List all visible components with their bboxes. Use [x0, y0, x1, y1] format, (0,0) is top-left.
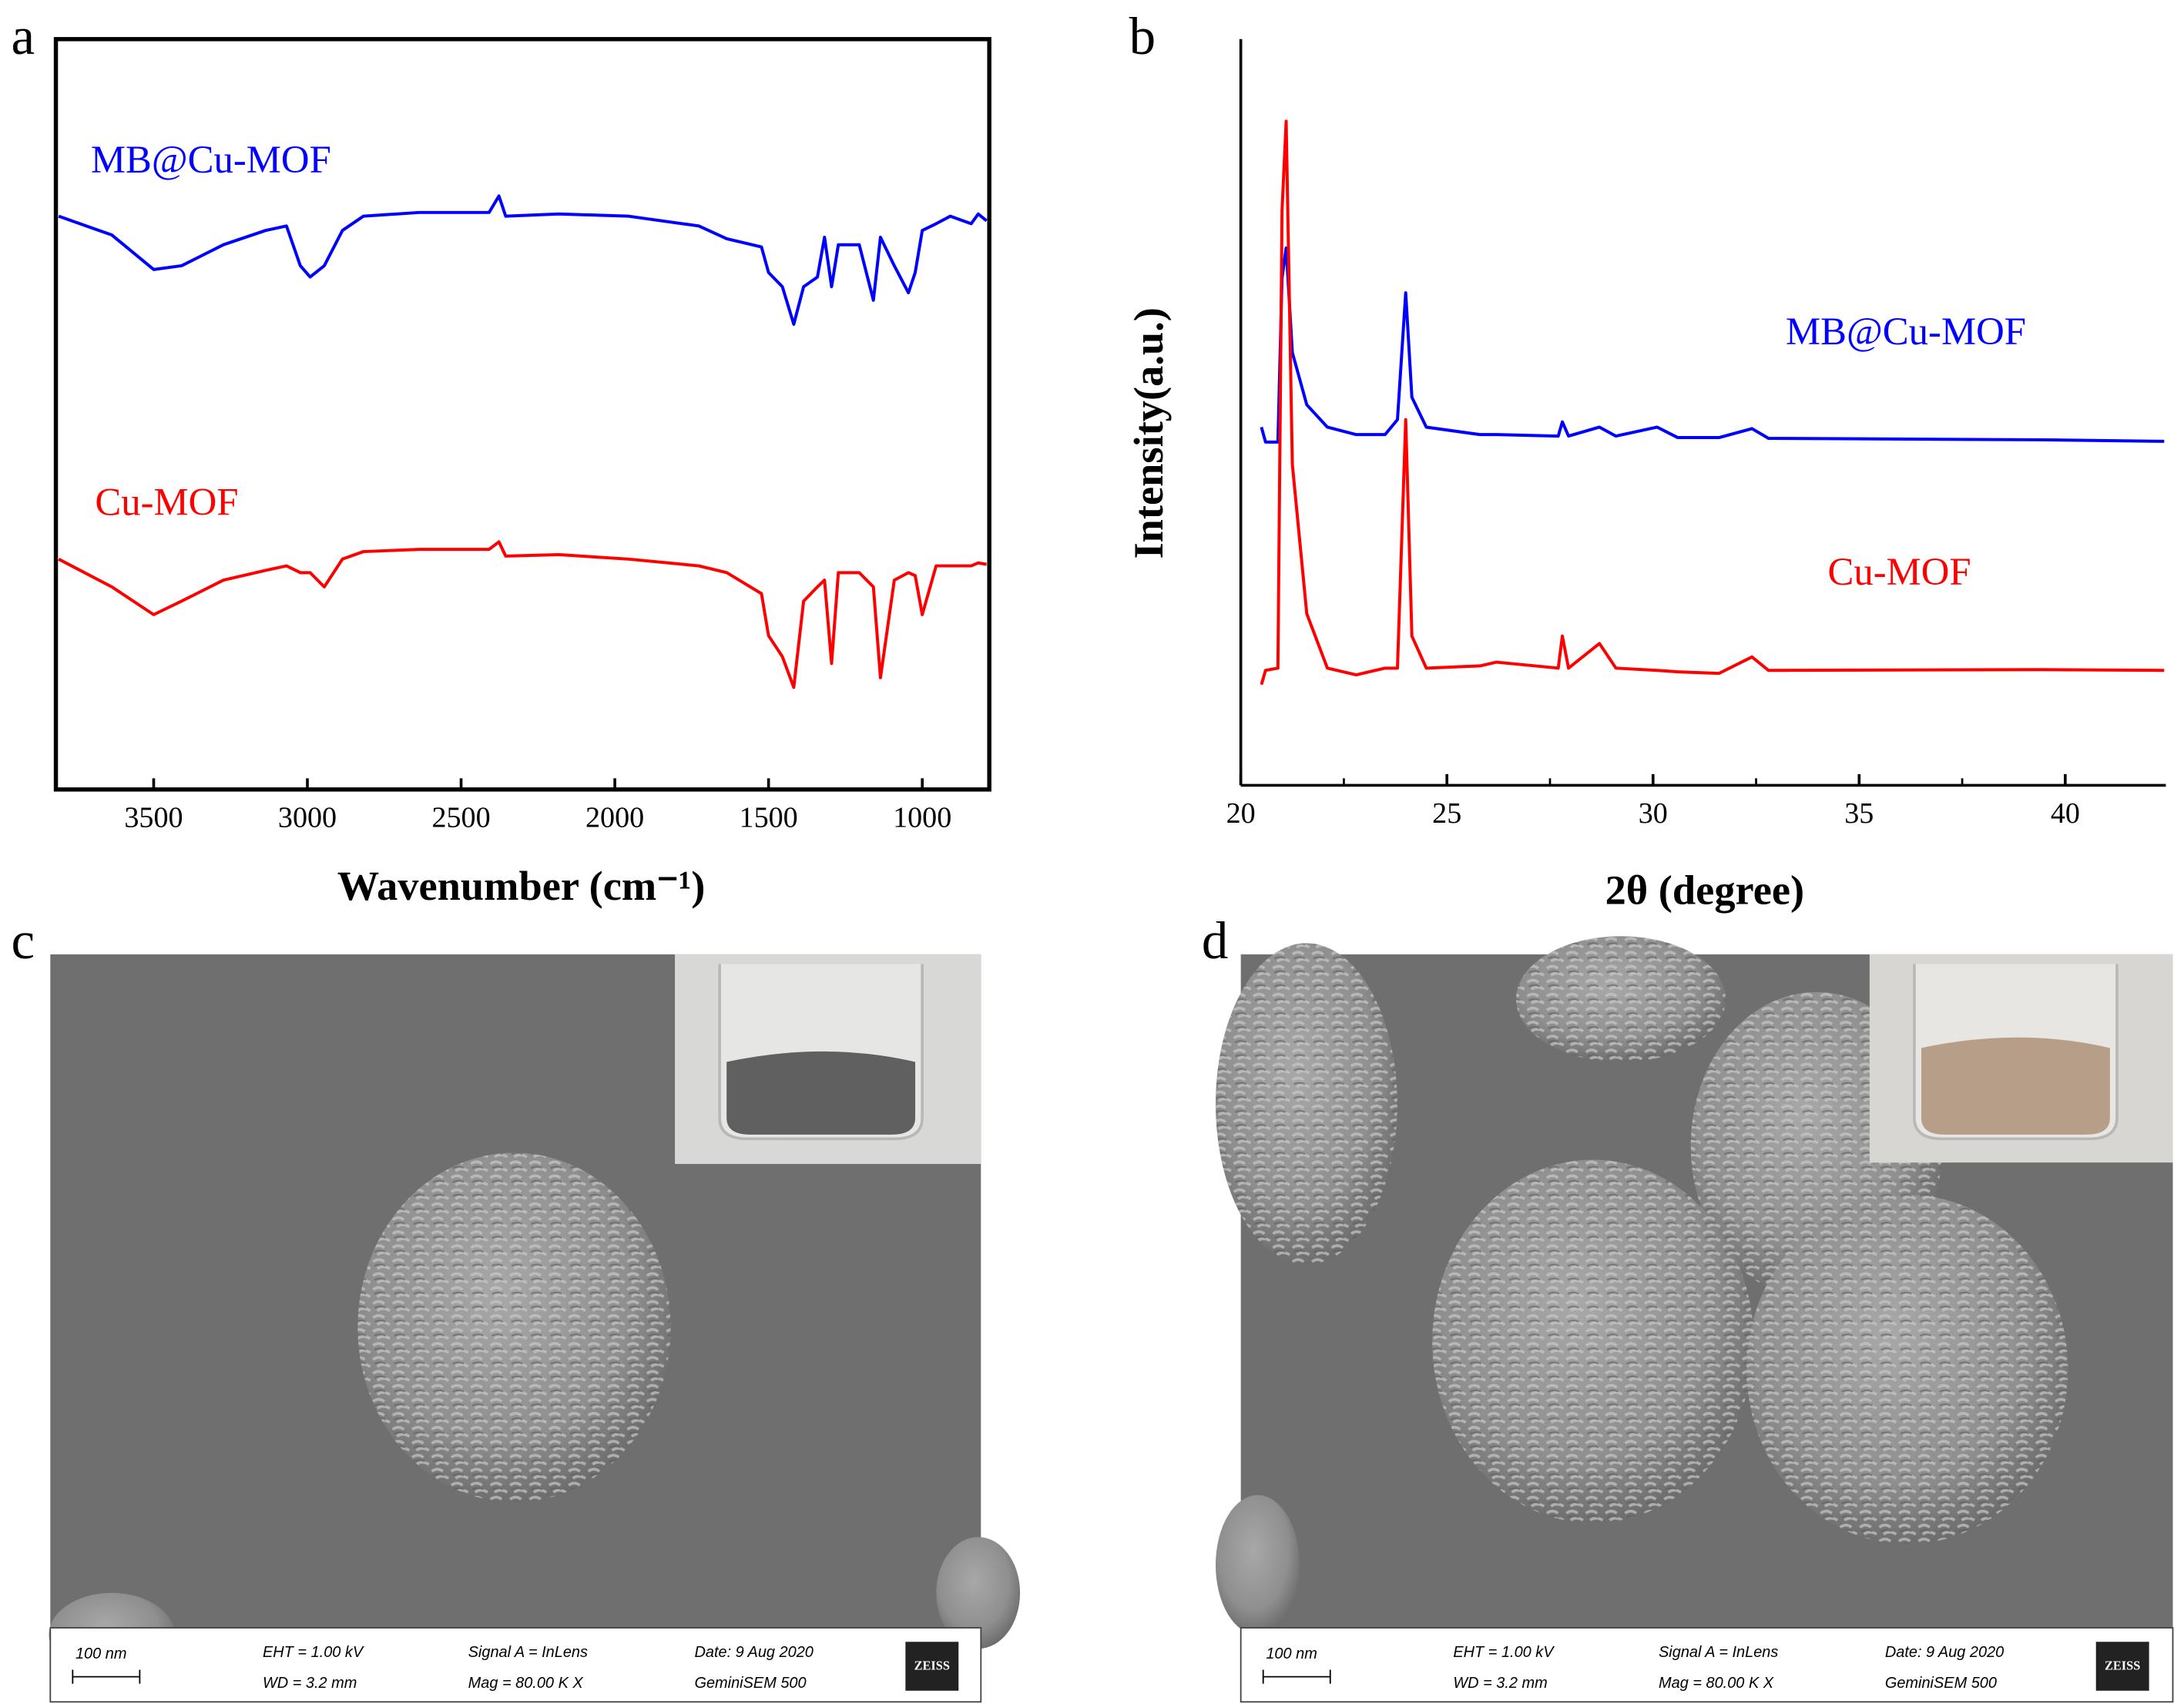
series-line [58, 540, 987, 689]
y-axis-label: Intensity(a.u.) [1126, 307, 1172, 558]
x-tick-label: 2500 [431, 801, 490, 834]
sem-info: EHT = 1.00 kV [1453, 1644, 1555, 1661]
series-line [58, 194, 988, 326]
x-tick-label: 1000 [893, 801, 951, 834]
sem-info: GeminiSEM 500 [1885, 1675, 1997, 1692]
plot-frame [53, 37, 991, 792]
series-label: Cu-MOF [95, 480, 238, 523]
panel-label: c [12, 911, 35, 970]
x-tick-label: 20 [1226, 797, 1256, 830]
sem-info: GeminiSEM 500 [694, 1675, 806, 1692]
x-tick-label: 3000 [278, 801, 337, 834]
sem-info: Signal A = InLens [468, 1644, 588, 1661]
x-tick-label: 1500 [740, 801, 798, 834]
sem-info: WD = 3.2 mm [1453, 1675, 1547, 1692]
x-axis-label: Wavenumber (cm⁻¹) [337, 863, 706, 909]
scale-bar-label: 100 nm [75, 1645, 127, 1662]
sem-info: Mag = 80.00 K X [468, 1675, 584, 1692]
series-line [1260, 247, 2165, 444]
sem-info: WD = 3.2 mm [263, 1675, 357, 1692]
x-tick-label: 25 [1432, 797, 1461, 830]
x-tick-label: 30 [1639, 797, 1668, 830]
scale-bar-label: 100 nm [1266, 1645, 1317, 1662]
sem-info: Date: 9 Aug 2020 [694, 1644, 813, 1661]
x-tick-label: 2000 [585, 801, 644, 834]
sem-image-d [1216, 936, 2174, 1703]
panel-label: b [1129, 7, 1156, 65]
series-label: Cu-MOF [1827, 550, 1971, 593]
sem-info: Mag = 80.00 K X [1659, 1675, 1774, 1692]
logo: ZEISS [2105, 1659, 2140, 1673]
x-axis-label: 2θ (degree) [1605, 867, 1805, 913]
logo: ZEISS [914, 1659, 950, 1673]
series-label: MB@Cu-MOF [91, 138, 331, 181]
x-tick-label: 3500 [124, 801, 183, 834]
sem-info: Signal A = InLens [1659, 1644, 1778, 1661]
sem-image-c [49, 954, 1021, 1703]
panel-label: a [12, 7, 35, 65]
series-label: MB@Cu-MOF [1786, 310, 2026, 353]
panel-label: d [1202, 911, 1228, 970]
x-tick-label: 40 [2051, 797, 2080, 830]
series-line [1260, 119, 2165, 686]
sem-info: EHT = 1.00 kV [263, 1644, 364, 1661]
x-tick-label: 35 [1844, 797, 1874, 830]
sem-info: Date: 9 Aug 2020 [1885, 1644, 2004, 1661]
